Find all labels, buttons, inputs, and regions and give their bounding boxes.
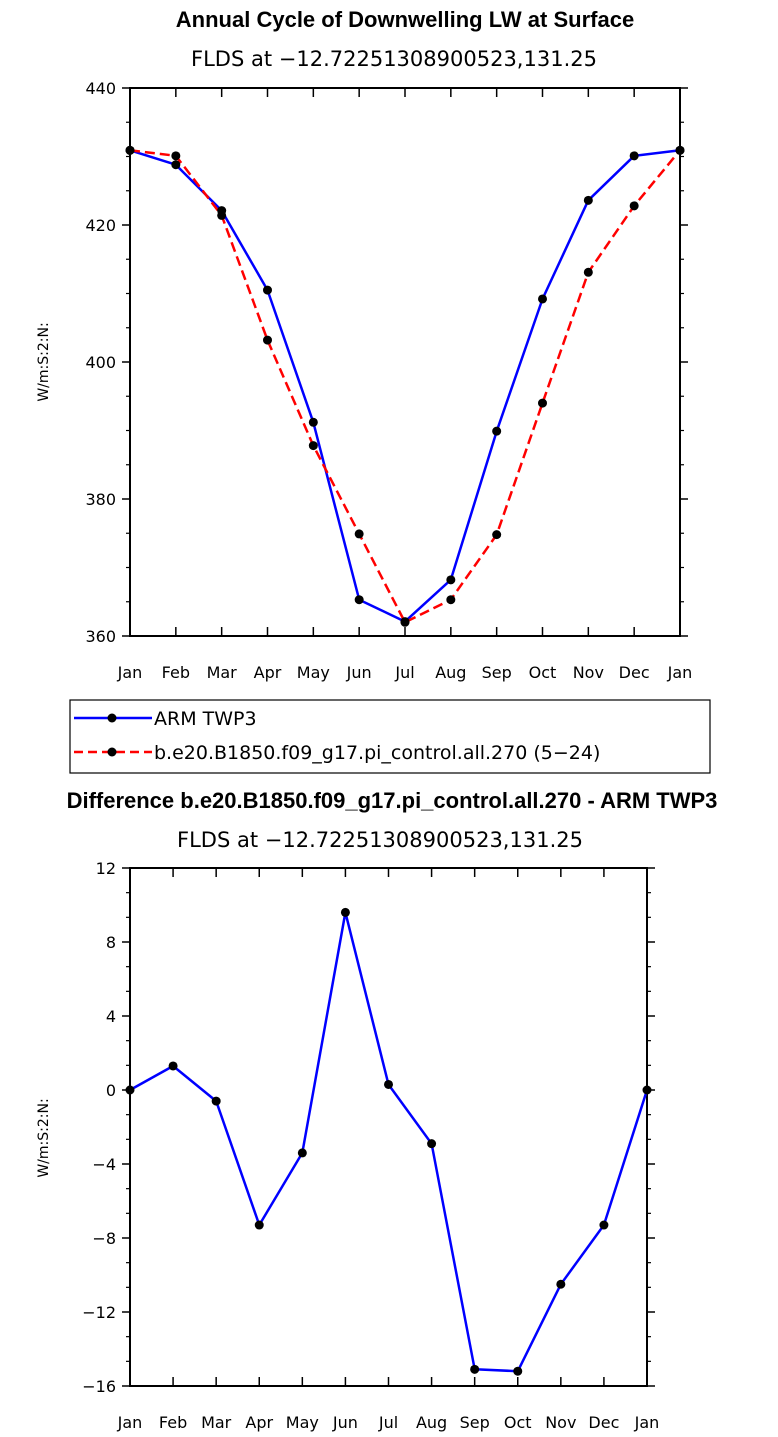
data-point (308, 417, 318, 427)
data-point (642, 1085, 652, 1095)
plot-frame (129, 87, 681, 637)
data-point (675, 145, 685, 155)
data-point (599, 1220, 609, 1230)
annual-cycle-chart: Annual Cycle of Downwelling LW at Surfac… (36, 7, 711, 774)
x-tick-label: Aug (435, 663, 466, 682)
y-tick-label: 360 (85, 627, 116, 646)
x-tick-label: Oct (529, 663, 557, 682)
x-tick-label: May (286, 1413, 319, 1432)
series-line-0 (129, 149, 681, 623)
data-point (254, 1220, 264, 1230)
x-tick-label: Oct (504, 1413, 532, 1432)
x-tick-label: Jan (634, 1413, 660, 1432)
legend: ARM TWP3 b.e20.B1850.f09_g17.pi_control.… (69, 699, 711, 774)
data-point (384, 1079, 393, 1089)
data-point (340, 907, 350, 917)
x-tick-label: Aug (416, 1413, 447, 1432)
data-point (125, 145, 135, 155)
data-point (583, 195, 593, 205)
chart-title: Difference b.e20.B1850.f09_g17.pi_contro… (67, 788, 718, 813)
y-axis-label: W/m:S:2:N: (36, 322, 52, 401)
data-point (263, 335, 272, 345)
x-tick-label: Jul (378, 1413, 398, 1432)
x-tick-label: Jan (117, 1413, 143, 1432)
x-tick-label: Feb (159, 1413, 187, 1432)
data-point (538, 294, 547, 304)
x-tick-label: Mar (201, 1413, 232, 1432)
x-tick-label: Dec (619, 663, 650, 682)
x-tick-label: May (297, 663, 330, 682)
data-point (263, 285, 272, 295)
data-point (354, 529, 364, 539)
chart-subtitle: FLDS at −12.72251308900523,131.25 (177, 828, 583, 852)
data-point (470, 1364, 480, 1374)
data-point (168, 1061, 178, 1071)
series-line-0 (129, 911, 649, 1373)
y-tick-label: −12 (82, 1303, 116, 1322)
legend-box (69, 699, 711, 774)
data-point (556, 1279, 566, 1289)
y-tick-label: 440 (85, 79, 116, 98)
y-tick-label: 4 (106, 1007, 116, 1026)
x-tick-label: Nov (545, 1413, 576, 1432)
difference-chart: Difference b.e20.B1850.f09_g17.pi_contro… (36, 788, 717, 1432)
data-point (629, 151, 639, 161)
y-tick-label: 380 (85, 490, 116, 509)
data-point (513, 1366, 523, 1376)
data-point (583, 267, 593, 277)
y-tick-label: 0 (106, 1081, 116, 1100)
x-tick-label: Apr (245, 1413, 273, 1432)
data-point (308, 441, 318, 451)
y-tick-label: 400 (85, 353, 116, 372)
data-point (629, 201, 639, 211)
data-point (354, 595, 364, 605)
legend-marker-arm (107, 713, 117, 723)
series-line-1 (129, 149, 681, 624)
x-tick-label: Sep (460, 1413, 490, 1432)
data-point (538, 398, 547, 408)
chart-subtitle: FLDS at −12.72251308900523,131.25 (191, 47, 597, 71)
plot-frame (129, 867, 648, 1387)
y-tick-label: −16 (82, 1377, 116, 1396)
x-tick-label: Jan (667, 663, 693, 682)
data-point (400, 617, 410, 627)
legend-label-model: b.e20.B1850.f09_g17.pi_control.all.270 (… (154, 742, 600, 764)
y-tick-label: −4 (92, 1155, 116, 1174)
x-tick-label: Feb (162, 663, 190, 682)
x-tick-label: Nov (573, 663, 604, 682)
chart-title: Annual Cycle of Downwelling LW at Surfac… (176, 7, 634, 32)
legend-label-arm: ARM TWP3 (154, 708, 257, 730)
data-point (446, 575, 456, 585)
x-tick-label: Sep (482, 663, 512, 682)
data-point (171, 151, 181, 161)
data-point (427, 1139, 437, 1149)
x-tick-label: Apr (254, 663, 282, 682)
y-axis-label: W/m:S:2:N: (36, 1098, 52, 1177)
data-point (492, 530, 502, 540)
data-point (217, 210, 227, 220)
x-tick-label: Jun (346, 663, 372, 682)
data-point (297, 1148, 307, 1158)
data-point (492, 426, 502, 436)
y-tick-label: 420 (85, 216, 116, 235)
x-tick-label: Jan (117, 663, 143, 682)
data-point (171, 160, 181, 170)
x-tick-label: Mar (207, 663, 238, 682)
data-point (211, 1096, 221, 1106)
data-point (125, 1085, 135, 1095)
y-tick-label: −8 (92, 1229, 116, 1248)
y-tick-label: 8 (106, 933, 116, 952)
legend-marker-model (107, 747, 117, 757)
x-tick-label: Jun (332, 1413, 358, 1432)
data-point (446, 595, 456, 605)
y-tick-label: 12 (96, 859, 116, 878)
x-tick-label: Dec (588, 1413, 619, 1432)
x-tick-label: Jul (394, 663, 414, 682)
